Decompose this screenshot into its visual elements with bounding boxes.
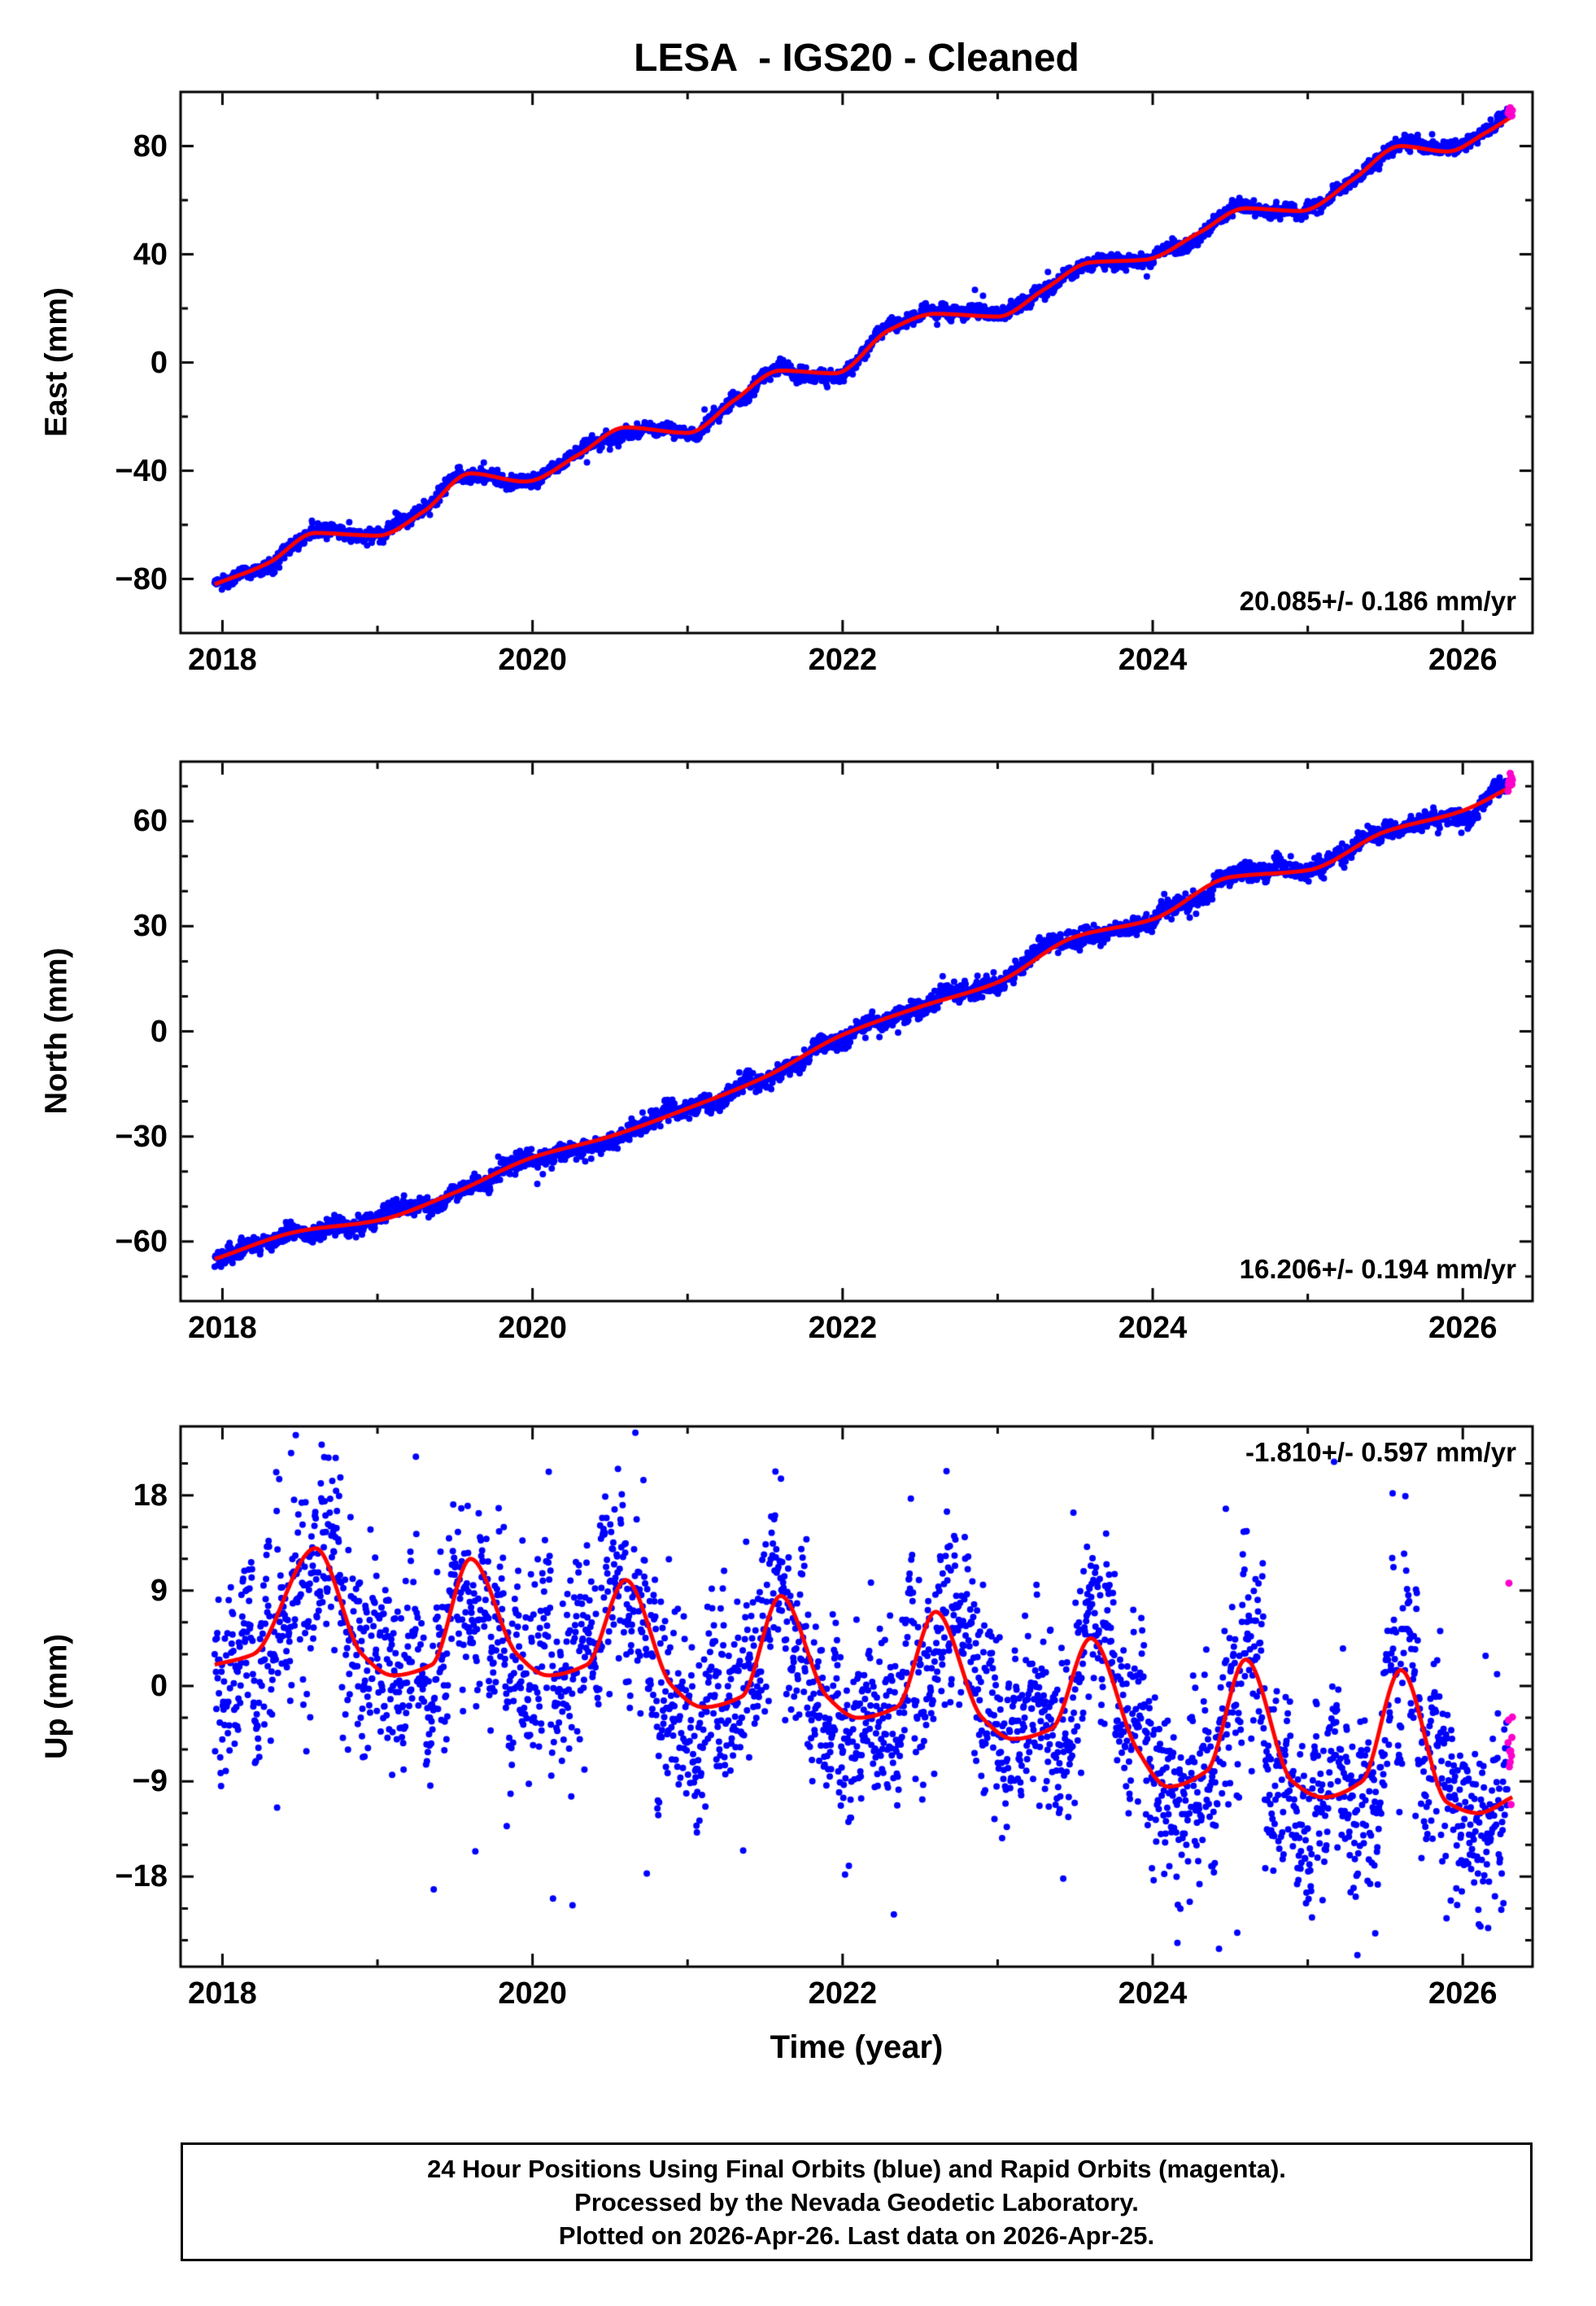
time-axis-label: Time (year) (770, 2029, 944, 2065)
footer-line-orbits: 24 Hour Positions Using Final Orbits (bl… (427, 2154, 1286, 2183)
east-rate-annotation: 20.085+/- 0.186 mm/yr (1239, 586, 1516, 616)
north-axis-label: North (mm) (39, 947, 74, 1115)
footer-line-processed-by: Processed by the Nevada Geodetic Laborat… (574, 2187, 1139, 2216)
figure-title: LESA - IGS20 - Cleaned (634, 37, 1079, 80)
north-rate-annotation: 16.206+/- 0.194 mm/yr (1239, 1254, 1516, 1284)
up-axis-label: Up (mm) (39, 1633, 74, 1760)
footer-note-box: 24 Hour Positions Using Final Orbits (bl… (181, 2142, 1533, 2261)
up-rate-annotation: -1.810+/- 0.597 mm/yr (1245, 1437, 1516, 1467)
east-axis-label: East (mm) (39, 287, 74, 437)
footer-line-plot-date: Plotted on 2026-Apr-26. Last data on 202… (558, 2221, 1155, 2250)
